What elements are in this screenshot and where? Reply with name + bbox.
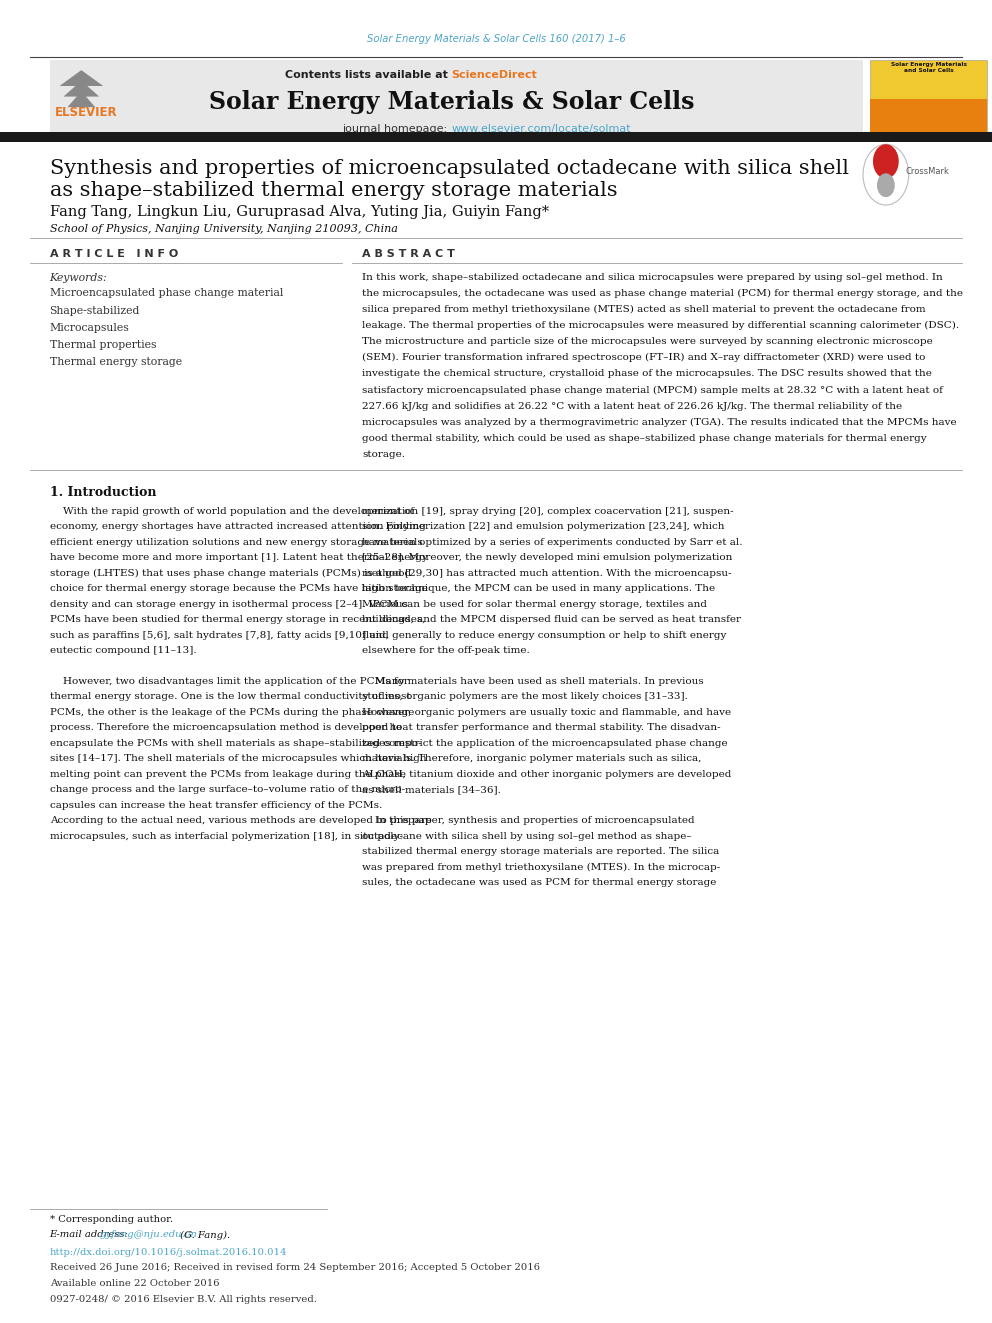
Text: Microcapsules: Microcapsules — [50, 323, 129, 333]
Text: thermal energy storage. One is the low thermal conductivity of most: thermal energy storage. One is the low t… — [50, 692, 411, 701]
Circle shape — [877, 173, 895, 197]
Text: Keywords:: Keywords: — [50, 273, 107, 283]
Text: method [29,30] has attracted much attention. With the microencapsu-: method [29,30] has attracted much attent… — [362, 569, 731, 578]
Polygon shape — [67, 91, 95, 107]
Text: storage (LHTES) that uses phase change materials (PCMs) is a good: storage (LHTES) that uses phase change m… — [50, 569, 411, 578]
Text: gyfang@nju.edu.cn: gyfang@nju.edu.cn — [99, 1230, 197, 1240]
Text: However, two disadvantages limit the application of the PCMs for: However, two disadvantages limit the app… — [50, 677, 409, 687]
Text: choice for thermal energy storage because the PCMs have high storage: choice for thermal energy storage becaus… — [50, 585, 428, 593]
Text: as shell materials [34–36].: as shell materials [34–36]. — [362, 786, 501, 794]
Text: In this paper, synthesis and properties of microencapsulated: In this paper, synthesis and properties … — [362, 816, 694, 826]
Text: Synthesis and properties of microencapsulated octadecane with silica shell: Synthesis and properties of microencapsu… — [50, 159, 848, 177]
Text: storage.: storage. — [362, 450, 405, 459]
Text: * Corresponding author.: * Corresponding author. — [50, 1215, 173, 1224]
Text: microcapsules, such as interfacial polymerization [18], in situ poly-: microcapsules, such as interfacial polym… — [50, 832, 403, 841]
Text: melting point can prevent the PCMs from leakage during the phase: melting point can prevent the PCMs from … — [50, 770, 406, 779]
Text: have become more and more important [1]. Latent heat thermal energy: have become more and more important [1].… — [50, 553, 428, 562]
Text: process. Therefore the microencapsulation method is developed to: process. Therefore the microencapsulatio… — [50, 724, 402, 733]
Text: have been optimized by a series of experiments conducted by Sarr et al.: have been optimized by a series of exper… — [362, 537, 743, 546]
Text: sites [14–17]. The shell materials of the microcapsules which have high: sites [14–17]. The shell materials of th… — [50, 754, 427, 763]
Text: leakage. The thermal properties of the microcapsules were measured by differenti: leakage. The thermal properties of the m… — [362, 321, 959, 329]
Text: efficient energy utilization solutions and new energy storage materials: efficient energy utilization solutions a… — [50, 537, 423, 546]
Text: CrossMark: CrossMark — [906, 168, 949, 176]
Text: economy, energy shortages have attracted increased attention. Finding: economy, energy shortages have attracted… — [50, 523, 426, 532]
Text: encapsulate the PCMs with shell materials as shape–stabilized compo-: encapsulate the PCMs with shell material… — [50, 740, 422, 747]
Text: E-mail address:: E-mail address: — [50, 1230, 132, 1240]
Circle shape — [873, 144, 899, 179]
Text: sules, the octadecane was used as PCM for thermal energy storage: sules, the octadecane was used as PCM fo… — [362, 878, 716, 888]
Text: materials. Therefore, inorganic polymer materials such as silica,: materials. Therefore, inorganic polymer … — [362, 754, 701, 763]
Text: Solar Energy Materials & Solar Cells 160 (2017) 1–6: Solar Energy Materials & Solar Cells 160… — [367, 34, 625, 45]
Text: www.elsevier.com/locate/solmat: www.elsevier.com/locate/solmat — [451, 124, 631, 135]
Text: journal homepage:: journal homepage: — [342, 124, 451, 135]
Text: merization [19], spray drying [20], complex coacervation [21], suspen-: merization [19], spray drying [20], comp… — [362, 507, 734, 516]
Text: PCMs, the other is the leakage of the PCMs during the phase change: PCMs, the other is the leakage of the PC… — [50, 708, 414, 717]
Bar — [50, 60, 863, 139]
Text: (G. Fang).: (G. Fang). — [177, 1230, 230, 1240]
Text: was prepared from methyl triethoxysilane (MTES). In the microcap-: was prepared from methyl triethoxysilane… — [362, 863, 720, 872]
Text: A B S T R A C T: A B S T R A C T — [362, 249, 455, 259]
Text: Available online 22 October 2016: Available online 22 October 2016 — [50, 1279, 219, 1289]
Polygon shape — [60, 70, 103, 86]
Text: octadecane with silica shell by using sol–gel method as shape–: octadecane with silica shell by using so… — [362, 832, 691, 841]
Text: as shape–stabilized thermal energy storage materials: as shape–stabilized thermal energy stora… — [50, 181, 617, 200]
Text: Thermal energy storage: Thermal energy storage — [50, 357, 182, 368]
Bar — [870, 60, 987, 139]
Text: MPCM can be used for solar thermal energy storage, textiles and: MPCM can be used for solar thermal energ… — [362, 599, 707, 609]
Bar — [0, 132, 992, 142]
Text: studies, organic polymers are the most likely choices [31–33].: studies, organic polymers are the most l… — [362, 692, 688, 701]
Text: 1. Introduction: 1. Introduction — [50, 486, 156, 499]
Text: Fang Tang, Lingkun Liu, Guruprasad Alva, Yuting Jia, Guiyin Fang*: Fang Tang, Lingkun Liu, Guruprasad Alva,… — [50, 205, 549, 220]
Text: density and can storage energy in isothermal process [2–4]. Various: density and can storage energy in isothe… — [50, 599, 408, 609]
Text: http://dx.doi.org/10.1016/j.solmat.2016.10.014: http://dx.doi.org/10.1016/j.solmat.2016.… — [50, 1248, 287, 1257]
Text: the microcapsules, the octadecane was used as phase change material (PCM) for th: the microcapsules, the octadecane was us… — [362, 288, 963, 298]
Text: 0927-0248/ © 2016 Elsevier B.V. All rights reserved.: 0927-0248/ © 2016 Elsevier B.V. All righ… — [50, 1295, 316, 1304]
Text: capsules can increase the heat transfer efficiency of the PCMs.: capsules can increase the heat transfer … — [50, 800, 382, 810]
Text: [25–28]. Moreover, the newly developed mini emulsion polymerization: [25–28]. Moreover, the newly developed m… — [362, 553, 732, 562]
Text: good thermal stability, which could be used as shape–stabilized phase change mat: good thermal stability, which could be u… — [362, 434, 927, 443]
Text: sion polymerization [22] and emulsion polymerization [23,24], which: sion polymerization [22] and emulsion po… — [362, 523, 724, 532]
Polygon shape — [63, 81, 99, 97]
Bar — [870, 99, 987, 139]
Text: PCMs have been studied for thermal energy storage in recent decades,: PCMs have been studied for thermal energ… — [50, 615, 426, 624]
Text: silica prepared from methyl triethoxysilane (MTES) acted as shell material to pr: silica prepared from methyl triethoxysil… — [362, 304, 926, 314]
Text: Solar Energy Materials
and Solar Cells: Solar Energy Materials and Solar Cells — [891, 62, 966, 73]
Text: Received 26 June 2016; Received in revised form 24 September 2016; Accepted 5 Oc: Received 26 June 2016; Received in revis… — [50, 1263, 540, 1273]
Text: ScienceDirect: ScienceDirect — [451, 70, 537, 81]
Text: ALOOH, titanium dioxide and other inorganic polymers are developed: ALOOH, titanium dioxide and other inorga… — [362, 770, 731, 779]
Text: tages restrict the application of the microencapsulated phase change: tages restrict the application of the mi… — [362, 740, 728, 747]
Text: buildings, and the MPCM dispersed fluid can be served as heat transfer: buildings, and the MPCM dispersed fluid … — [362, 615, 741, 624]
Text: School of Physics, Nanjing University, Nanjing 210093, China: School of Physics, Nanjing University, N… — [50, 224, 398, 234]
Text: change process and the large surface–to–volume ratio of the micro-: change process and the large surface–to–… — [50, 786, 405, 794]
Text: Contents lists available at: Contents lists available at — [285, 70, 451, 81]
Text: lation technique, the MPCM can be used in many applications. The: lation technique, the MPCM can be used i… — [362, 585, 715, 593]
Text: such as paraffins [5,6], salt hydrates [7,8], fatty acids [9,10] and: such as paraffins [5,6], salt hydrates [… — [50, 631, 389, 639]
Text: eutectic compound [11–13].: eutectic compound [11–13]. — [50, 646, 196, 655]
Text: Solar Energy Materials & Solar Cells: Solar Energy Materials & Solar Cells — [208, 90, 694, 114]
Text: Shape-stabilized: Shape-stabilized — [50, 306, 140, 316]
Text: microcapsules was analyzed by a thermogravimetric analyzer (TGA). The results in: microcapsules was analyzed by a thermogr… — [362, 418, 956, 427]
Text: elsewhere for the off-peak time.: elsewhere for the off-peak time. — [362, 646, 530, 655]
Text: poor heat transfer performance and thermal stability. The disadvan-: poor heat transfer performance and therm… — [362, 724, 721, 733]
Text: A R T I C L E   I N F O: A R T I C L E I N F O — [50, 249, 178, 259]
Text: (SEM). Fourier transformation infrared spectroscope (FT–IR) and X–ray diffractom: (SEM). Fourier transformation infrared s… — [362, 353, 926, 363]
Text: satisfactory microencapsulated phase change material (MPCM) sample melts at 28.3: satisfactory microencapsulated phase cha… — [362, 385, 943, 394]
Text: In this work, shape–stabilized octadecane and silica microcapsules were prepared: In this work, shape–stabilized octadecan… — [362, 273, 942, 282]
Text: 227.66 kJ/kg and solidifies at 26.22 °C with a latent heat of 226.26 kJ/kg. The : 227.66 kJ/kg and solidifies at 26.22 °C … — [362, 402, 902, 410]
Text: investigate the chemical structure, crystalloid phase of the microcapsules. The : investigate the chemical structure, crys… — [362, 369, 931, 378]
Text: Many materials have been used as shell materials. In previous: Many materials have been used as shell m… — [362, 677, 703, 687]
Text: ELSEVIER: ELSEVIER — [55, 106, 117, 119]
Text: With the rapid growth of world population and the development of: With the rapid growth of world populatio… — [50, 507, 414, 516]
Text: fluid, generally to reduce energy consumption or help to shift energy: fluid, generally to reduce energy consum… — [362, 631, 726, 639]
Text: Thermal properties: Thermal properties — [50, 340, 156, 351]
Text: The microstructure and particle size of the microcapsules were surveyed by scann: The microstructure and particle size of … — [362, 337, 932, 347]
Text: According to the actual need, various methods are developed to prepare: According to the actual need, various me… — [50, 816, 432, 826]
Text: Microencapsulated phase change material: Microencapsulated phase change material — [50, 288, 283, 299]
Text: stabilized thermal energy storage materials are reported. The silica: stabilized thermal energy storage materi… — [362, 847, 719, 856]
Text: However, organic polymers are usually toxic and flammable, and have: However, organic polymers are usually to… — [362, 708, 731, 717]
